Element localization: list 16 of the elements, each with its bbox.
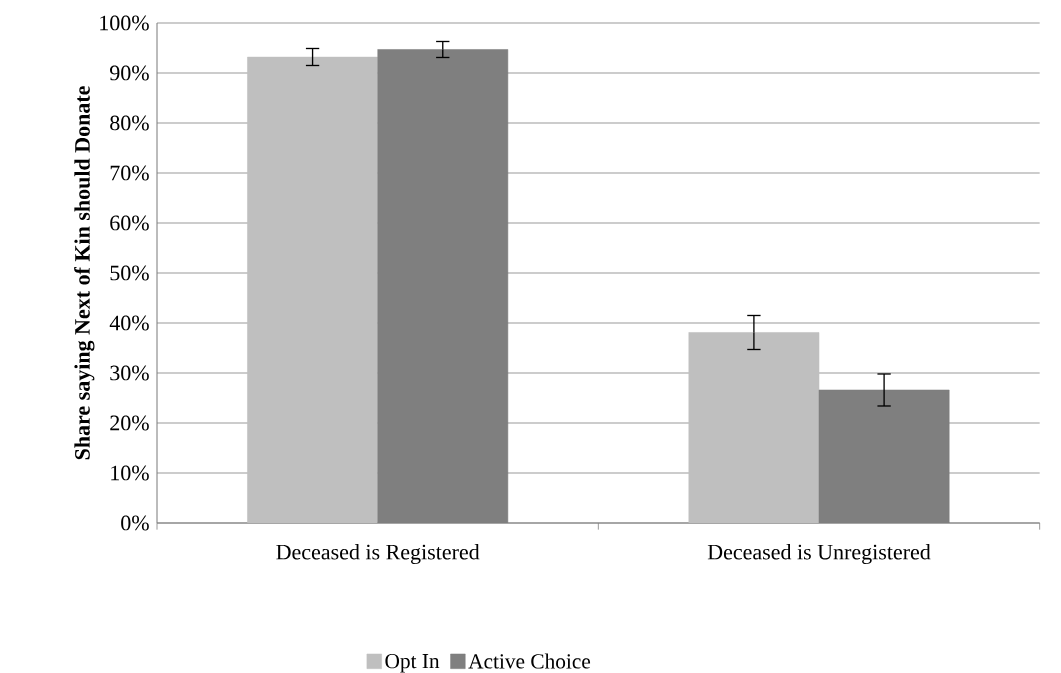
y-tick-label: 10%	[111, 465, 149, 481]
y-tick-label: 30%	[110, 365, 149, 381]
y-tick-label: 50%	[110, 265, 149, 281]
y-tick-label: 0%	[121, 515, 149, 531]
y-axis-title: Share saying Next of Kin should Donate	[74, 86, 95, 460]
y-tick-label: 40%	[109, 315, 149, 331]
y-tick-label: 100%	[100, 15, 149, 31]
y-tick-label: 80%	[110, 115, 149, 131]
y-tick-label: 70%	[110, 165, 149, 181]
y-tick-label: 90%	[110, 65, 149, 81]
x-tick-label: Deceased is Registered	[276, 544, 480, 565]
legend-label: Opt In	[385, 653, 440, 673]
x-tick-label: Deceased is Unregistered	[707, 544, 931, 565]
y-tick-label: 60%	[110, 215, 149, 231]
y-tick-label: 20%	[110, 415, 149, 431]
legend-label: Active Choice	[468, 653, 591, 669]
